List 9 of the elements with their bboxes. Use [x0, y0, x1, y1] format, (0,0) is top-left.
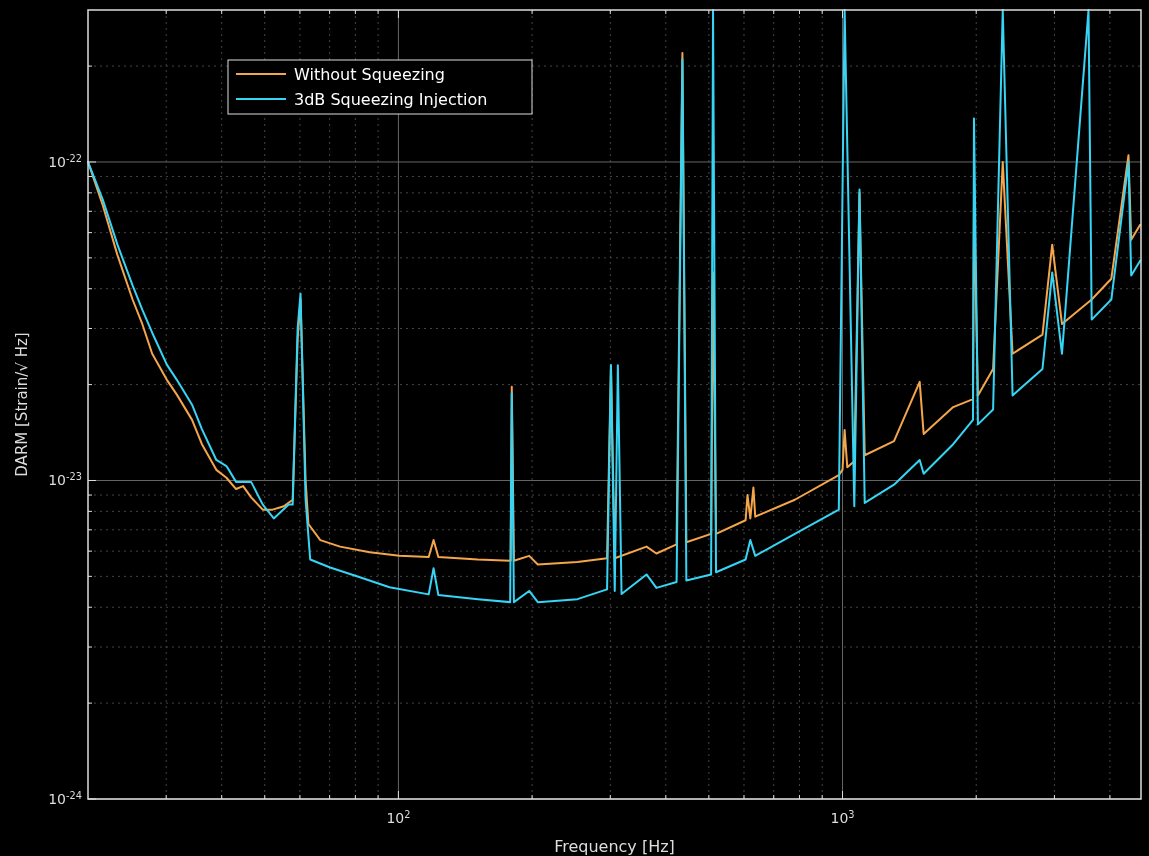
legend-label: Without Squeezing	[294, 65, 445, 84]
legend-label: 3dB Squeezing Injection	[294, 90, 488, 109]
y-axis-title: DARM [Strain/√ Hz]	[13, 332, 31, 477]
y-tick-label: 10$^{-23}$	[48, 470, 82, 489]
x-tick-label: 10$^{3}$	[830, 808, 855, 826]
x-tick-label: 10$^{2}$	[386, 808, 411, 826]
y-tick-label: 10$^{-24}$	[48, 789, 82, 807]
y-tick-label: 10$^{-22}$	[48, 152, 82, 170]
x-axis-title: Frequency [Hz]	[554, 837, 675, 856]
